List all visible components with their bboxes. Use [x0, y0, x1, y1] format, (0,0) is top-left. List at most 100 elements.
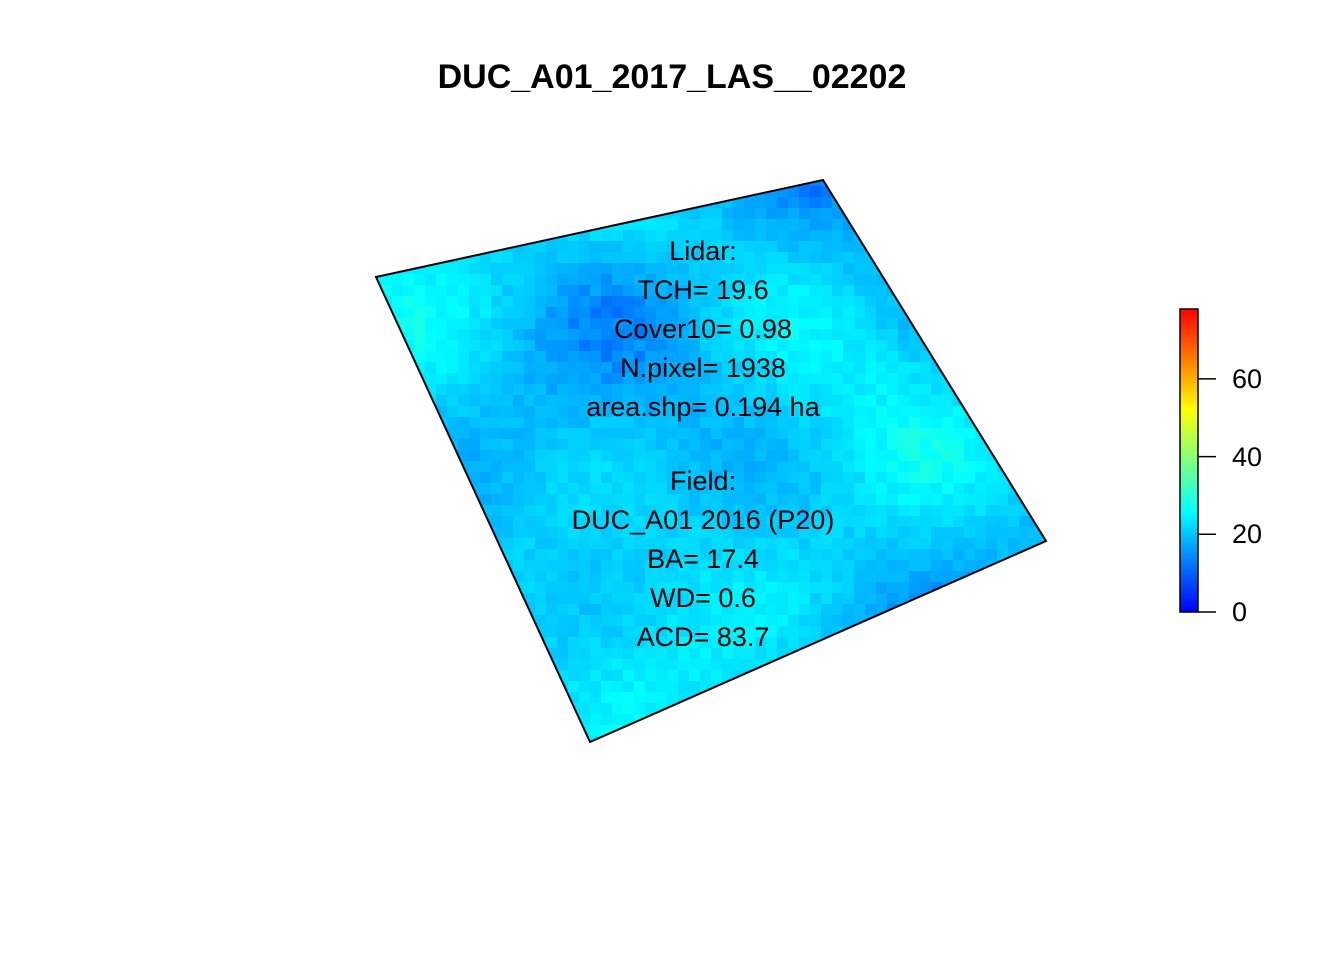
raster-cell [975, 208, 987, 220]
raster-cell [579, 340, 591, 352]
raster-cell [755, 351, 767, 363]
raster-cell [876, 703, 888, 715]
raster-cell [898, 219, 910, 231]
raster-cell [953, 428, 965, 440]
raster-cell [953, 604, 965, 616]
raster-cell [623, 450, 635, 462]
raster-cell [898, 461, 910, 473]
raster-cell [645, 362, 657, 374]
raster-cell [447, 725, 459, 737]
raster-cell [376, 340, 382, 352]
raster-cell [975, 461, 987, 473]
raster-cell [777, 681, 789, 693]
raster-cell [711, 180, 723, 187]
raster-cell [392, 230, 404, 242]
raster-cell [612, 208, 624, 220]
raster-cell [392, 186, 404, 198]
raster-cell [513, 439, 525, 451]
raster-cell [777, 208, 789, 220]
raster-cell [1041, 450, 1046, 462]
raster-cell [832, 296, 844, 308]
raster-cell [744, 373, 756, 385]
raster-cell [579, 582, 591, 594]
raster-cell [986, 626, 998, 638]
raster-cell [491, 384, 503, 396]
raster-cell [376, 560, 382, 572]
raster-cell [1041, 593, 1046, 605]
raster-cell [1030, 296, 1042, 308]
raster-cell [942, 560, 954, 572]
raster-cell [689, 714, 701, 726]
raster-cell [722, 516, 734, 528]
raster-cell [1030, 208, 1042, 220]
raster-cell [458, 351, 470, 363]
raster-cell [953, 351, 965, 363]
raster-cell [711, 208, 723, 220]
raster-cell [447, 736, 459, 742]
raster-cell [612, 516, 624, 528]
raster-cell [568, 626, 580, 638]
raster-cell [744, 714, 756, 726]
raster-cell [777, 428, 789, 440]
raster-cell [865, 318, 877, 330]
raster-cell [590, 648, 602, 660]
raster-cell [997, 659, 1009, 671]
raster-cell [590, 329, 602, 341]
raster-cell [392, 395, 404, 407]
raster-cell [381, 593, 393, 605]
raster-cell [1030, 285, 1042, 297]
raster-cell [898, 549, 910, 561]
raster-cell [535, 615, 547, 627]
raster-cell [854, 318, 866, 330]
raster-cell [843, 571, 855, 583]
raster-cell [898, 373, 910, 385]
raster-cell [755, 340, 767, 352]
raster-cell [656, 252, 668, 264]
raster-cell [535, 571, 547, 583]
raster-cell [590, 252, 602, 264]
raster-cell [392, 582, 404, 594]
raster-cell [777, 318, 789, 330]
raster-cell [931, 747, 943, 759]
raster-cell [953, 252, 965, 264]
raster-cell [414, 505, 426, 517]
raster-cell [766, 428, 778, 440]
raster-cell [469, 725, 481, 737]
raster-cell [623, 274, 635, 286]
raster-cell [623, 362, 635, 374]
raster-cell [876, 571, 888, 583]
raster-cell [568, 417, 580, 429]
raster-cell [689, 670, 701, 682]
raster-cell [645, 241, 657, 253]
raster-cell [700, 615, 712, 627]
raster-cell [392, 527, 404, 539]
raster-cell [1030, 615, 1042, 627]
raster-cell [744, 593, 756, 605]
raster-cell [1041, 725, 1046, 737]
raster-cell [458, 681, 470, 693]
raster-cell [1019, 296, 1031, 308]
raster-cell [986, 472, 998, 484]
raster-cell [667, 373, 679, 385]
raster-cell [832, 516, 844, 528]
raster-cell [667, 384, 679, 396]
raster-cell [579, 406, 591, 418]
raster-cell [678, 747, 690, 759]
raster-cell [920, 450, 932, 462]
raster-cell [733, 538, 745, 550]
raster-cell [524, 571, 536, 583]
raster-cell [678, 307, 690, 319]
raster-cell [403, 274, 415, 286]
raster-cell [414, 527, 426, 539]
raster-cell [678, 263, 690, 275]
raster-cell [491, 450, 503, 462]
raster-cell [997, 406, 1009, 418]
raster-cell [678, 340, 690, 352]
raster-cell [524, 406, 536, 418]
raster-cell [832, 681, 844, 693]
raster-cell [376, 736, 382, 742]
raster-cell [678, 219, 690, 231]
raster-cell [381, 549, 393, 561]
raster-cell [601, 483, 613, 495]
raster-cell [997, 615, 1009, 627]
